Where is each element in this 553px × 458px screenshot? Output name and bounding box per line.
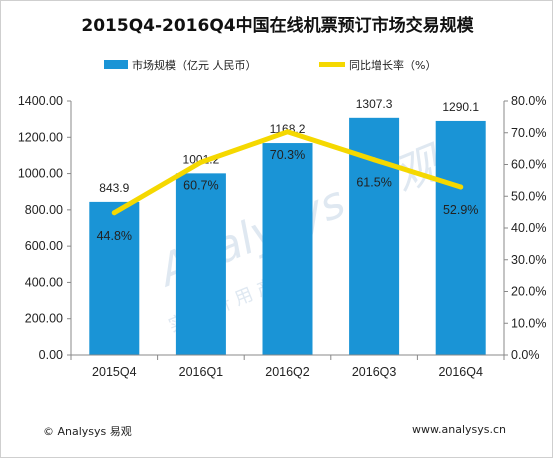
x-axis-tick-label: 2015Q4	[92, 365, 137, 379]
legend-item-line: 同比增长率（%）	[319, 58, 436, 72]
left-axis-tick-label: 1400.00	[18, 94, 63, 108]
bar	[175, 173, 226, 355]
line-data-label: 52.9%	[443, 203, 478, 217]
left-axis-tick-label: 0.00	[39, 348, 63, 362]
right-y-axis: 0.0% 10.0% 20.0% 30.0% 40.0% 50.0% 60.0% 70.0% 8…	[503, 94, 546, 362]
footer-website: www.analysys.cn	[412, 423, 506, 436]
right-axis-tick-label: 50.0%	[511, 189, 546, 203]
legend-bar-label: 市场规模（亿元 人民币）	[132, 58, 257, 72]
legend-line-swatch	[319, 62, 345, 67]
left-axis-tick-label: 1200.00	[18, 130, 63, 144]
line-data-labels: 44.8% 60.7% 70.3% 61.5% 52.9%	[97, 148, 479, 243]
x-axis-tick-label: 2016Q1	[179, 365, 224, 379]
bar	[262, 143, 313, 355]
right-axis-tick-label: 30.0%	[511, 253, 546, 267]
x-axis-tick-label: 2016Q3	[352, 365, 397, 379]
right-axis-tick-label: 40.0%	[511, 221, 546, 235]
bar-data-label: 1307.3	[356, 97, 393, 111]
bar-data-label: 1001.2	[183, 152, 220, 166]
legend-bar-swatch	[104, 60, 128, 69]
left-axis-tick-label: 1000.00	[18, 167, 63, 181]
line-point	[285, 129, 290, 135]
chart-title: 2015Q4-2016Q4中国在线机票预订市场交易规模	[81, 16, 474, 36]
left-axis-tick-label: 200.00	[25, 312, 63, 326]
right-axis-tick-label: 60.0%	[511, 158, 546, 172]
legend-line-label: 同比增长率（%）	[349, 58, 436, 72]
left-axis-tick-label: 400.00	[25, 275, 63, 289]
bar-series	[89, 117, 486, 356]
x-axis: 2015Q4 2016Q1 2016Q2 2016Q3 2016Q4	[70, 354, 505, 379]
right-axis-tick-label: 20.0%	[511, 285, 546, 299]
line-point	[198, 159, 204, 165]
left-y-axis: 0.00 200.00 400.00 600.00 800.00 1000.00 1200.…	[18, 94, 72, 362]
x-axis-tick-label: 2016Q2	[265, 365, 310, 379]
right-axis-tick-label: 70.0%	[511, 126, 546, 140]
line-data-label: 70.3%	[270, 148, 305, 162]
line-point	[111, 210, 117, 216]
right-axis-tick-label: 80.0%	[511, 94, 546, 108]
bar-data-label: 1290.1	[442, 100, 479, 114]
x-axis-tick-label: 2016Q4	[438, 365, 483, 379]
line-data-label: 44.8%	[97, 229, 132, 243]
line-data-label: 61.5%	[356, 176, 391, 190]
bar	[89, 201, 140, 355]
legend-item-bar: 市场规模（亿元 人民币）	[104, 58, 257, 72]
left-axis-tick-label: 800.00	[25, 203, 63, 217]
bar-data-label: 843.9	[99, 181, 129, 195]
right-axis-tick-label: 10.0%	[511, 316, 546, 330]
right-axis-tick-label: 0.0%	[511, 348, 540, 362]
line-point	[458, 184, 464, 190]
footer-copyright: © Analysys 易观	[43, 425, 132, 438]
bar	[435, 120, 486, 356]
left-axis-tick-label: 600.00	[25, 239, 63, 253]
legend: 市场规模（亿元 人民币） 同比增长率（%）	[104, 58, 436, 72]
line-series	[111, 129, 464, 216]
line-data-label: 60.7%	[183, 178, 218, 192]
line-point	[371, 157, 377, 163]
